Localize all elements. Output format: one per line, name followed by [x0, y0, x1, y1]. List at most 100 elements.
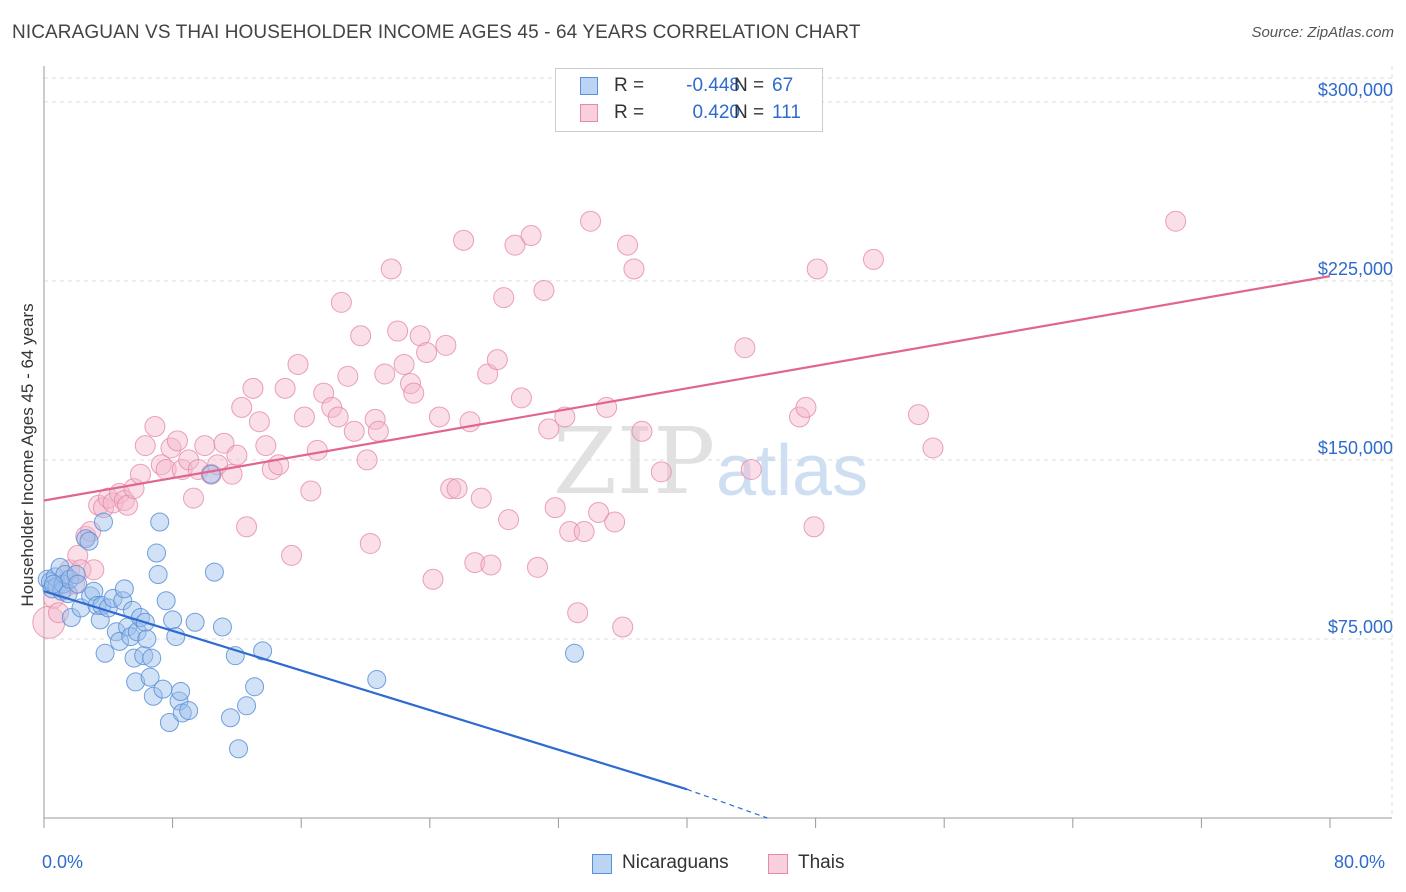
thai-point	[242, 377, 264, 399]
legend-n-label: N =	[734, 102, 765, 123]
thai-point	[498, 509, 520, 531]
thai-point	[117, 494, 139, 516]
thai-point	[327, 406, 349, 428]
thai-point	[274, 377, 296, 399]
nicaraguan-point	[113, 591, 133, 611]
thai-point	[83, 559, 105, 581]
thai-point	[92, 497, 114, 519]
nicaraguan-point	[126, 672, 146, 692]
thai-point	[129, 463, 151, 485]
thai-point	[559, 521, 581, 543]
axes	[43, 66, 1392, 828]
thai-point	[464, 552, 486, 574]
legend-r-value: -0.448	[686, 75, 740, 96]
thai-point	[440, 478, 462, 500]
nicaraguan-point	[137, 629, 157, 649]
bottom-legend-swatch-nicaraguans	[592, 854, 612, 874]
nicaraguan-point	[159, 713, 179, 733]
y-tick-label: $150,000	[1318, 438, 1393, 458]
thai-point	[182, 487, 204, 509]
nicaraguan-point	[169, 691, 189, 711]
legend-r-value: 0.420	[692, 102, 740, 123]
thai-point	[922, 437, 944, 459]
thai-point	[538, 418, 560, 440]
thai-point	[306, 439, 328, 461]
nicaraguan-point	[212, 617, 232, 637]
nicaraguan-point	[76, 529, 96, 549]
thai-point	[520, 225, 542, 247]
thai-point	[134, 435, 156, 457]
thai-point	[862, 248, 884, 270]
thai-point	[453, 229, 475, 251]
thai-point	[337, 365, 359, 387]
thai-point	[806, 258, 828, 280]
thai-trend-line	[43, 275, 1331, 502]
thai-point	[527, 556, 549, 578]
nicaraguan-points-group	[37, 464, 584, 759]
x-tick-label-min: 0.0%	[42, 852, 84, 872]
y-tick-labels: $75,000 $150,000 $225,000 $300,000	[1318, 80, 1393, 637]
thai-point	[631, 420, 653, 442]
nicaraguan-point	[245, 677, 265, 697]
thai-point	[343, 420, 365, 442]
thai-point	[374, 363, 396, 385]
thai-point	[194, 435, 216, 457]
thai-point	[612, 616, 634, 638]
nicaraguan-point	[156, 591, 176, 611]
nicaraguan-point	[95, 643, 115, 663]
thai-point	[367, 420, 389, 442]
legend-swatch-thais	[580, 104, 598, 122]
thai-point	[359, 532, 381, 554]
nicaraguan-trend-line	[43, 590, 688, 791]
nicaraguan-trend-extension	[686, 788, 768, 819]
thai-point	[236, 516, 258, 538]
bottom-legend-swatch-thais	[768, 854, 788, 874]
nicaraguan-point	[147, 543, 167, 563]
nicaraguan-point	[68, 574, 88, 594]
thai-point	[493, 287, 515, 309]
thai-point	[422, 568, 444, 590]
thai-point	[446, 478, 468, 500]
nicaraguan-point	[114, 579, 134, 599]
thai-point	[573, 521, 595, 543]
y-tick-label: $75,000	[1328, 617, 1393, 637]
nicaraguan-point	[127, 622, 147, 642]
thai-point	[504, 234, 526, 256]
thai-point	[907, 404, 929, 426]
thai-point	[795, 396, 817, 418]
thai-point	[166, 430, 188, 452]
thai-points-group	[32, 210, 1187, 639]
nicaraguan-point	[93, 512, 113, 532]
nicaraguan-point	[140, 667, 160, 687]
thai-point	[287, 353, 309, 375]
y-tick-label: $225,000	[1318, 259, 1393, 279]
thai-point	[387, 320, 409, 342]
thai-point	[403, 382, 425, 404]
nicaraguan-point	[253, 641, 273, 661]
source-label[interactable]: Source: ZipAtlas.com	[1251, 24, 1394, 41]
legend-n-value: 67	[772, 75, 794, 96]
thai-point	[47, 602, 69, 624]
thai-point	[350, 325, 372, 347]
nicaraguan-point	[229, 739, 249, 759]
thai-point	[459, 411, 481, 433]
thai-point	[226, 444, 248, 466]
nicaraguan-point	[66, 565, 86, 585]
nicaraguan-point	[110, 631, 130, 651]
y-tick-label: $300,000	[1318, 80, 1393, 100]
thai-point	[470, 487, 492, 509]
thai-point	[281, 544, 303, 566]
thai-point	[409, 325, 431, 347]
nicaraguan-point	[44, 574, 64, 594]
chart-title: NICARAGUAN VS THAI HOUSEHOLDER INCOME AG…	[12, 22, 861, 43]
nicaraguan-point	[220, 708, 240, 728]
nicaraguan-point	[185, 612, 205, 632]
thai-point	[144, 416, 166, 438]
thai-point	[380, 258, 402, 280]
trend-lines	[43, 275, 1331, 819]
nicaraguan-point	[237, 696, 257, 716]
thai-point	[255, 435, 277, 457]
thai-point	[393, 353, 415, 375]
nicaraguan-point	[153, 679, 173, 699]
